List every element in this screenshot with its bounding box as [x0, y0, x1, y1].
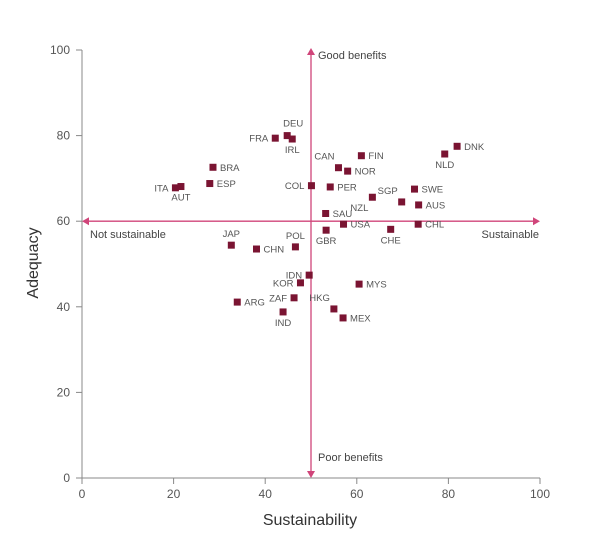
x-tick-label: 80: [442, 487, 456, 501]
point-jap: [227, 241, 235, 249]
point-per: [326, 183, 334, 191]
point-label-fra: FRA: [249, 134, 269, 145]
x-tick-label: 100: [530, 487, 550, 501]
point-usa: [340, 220, 348, 228]
point-label-nld: NLD: [435, 160, 454, 171]
point-bra: [209, 163, 217, 171]
y-tick-label: 20: [57, 385, 71, 399]
annotation-bottom: Poor benefits: [318, 452, 383, 464]
point-zaf: [290, 294, 298, 302]
point-pol: [291, 243, 299, 251]
point-deu: [283, 132, 291, 140]
point-label-can: CAN: [314, 152, 334, 163]
point-sau: [322, 209, 330, 217]
point-col: [307, 182, 315, 190]
point-label-esp: ESP: [217, 179, 236, 190]
point-label-ita: ITA: [154, 183, 169, 194]
arrow-down: [307, 471, 315, 478]
point-label-che: CHE: [381, 235, 401, 246]
point-label-mex: MEX: [350, 313, 371, 324]
point-kor: [296, 279, 304, 287]
point-irl: [288, 135, 296, 143]
point-can: [334, 164, 342, 172]
point-label-dnk: DNK: [464, 142, 485, 153]
point-label-pol: POL: [286, 231, 305, 242]
point-label-chn: CHN: [263, 245, 284, 256]
point-label-kor: KOR: [273, 278, 294, 289]
point-label-arg: ARG: [244, 298, 265, 309]
y-tick-label: 80: [57, 129, 71, 143]
point-label-aut: AUT: [171, 193, 190, 204]
point-label-sau: SAU: [333, 209, 353, 220]
point-dnk: [453, 142, 461, 150]
point-mex: [339, 314, 347, 322]
point-label-jap: JAP: [223, 229, 240, 240]
point-label-usa: USA: [351, 220, 371, 231]
annotation-left: Not sustainable: [90, 229, 166, 241]
x-tick-label: 40: [259, 487, 273, 501]
point-nld: [441, 150, 449, 158]
point-chl: [414, 220, 422, 228]
tick-labels: 0 20 40 60 80 100 0 20 40 60 80 100: [50, 43, 550, 501]
point-label-irl: IRL: [285, 145, 300, 156]
annotation-top: Good benefits: [318, 50, 387, 62]
point-fra: [271, 134, 279, 142]
point-aus: [415, 201, 423, 209]
arrow-left: [82, 217, 89, 226]
point-hkg: [330, 305, 338, 313]
point-sgp: [398, 198, 406, 206]
axes: [76, 49, 541, 484]
point-ind: [279, 308, 287, 316]
point-chn: [252, 245, 260, 253]
y-tick-label: 60: [57, 214, 71, 228]
point-fin: [357, 152, 365, 160]
x-axis-title: Sustainability: [263, 512, 357, 529]
point-label-swe: SWE: [422, 185, 444, 196]
arrow-right: [533, 217, 540, 226]
point-label-col: COL: [285, 181, 305, 192]
point-mys: [355, 280, 363, 288]
point-label-aus: AUS: [426, 200, 446, 211]
point-label-chl: CHL: [425, 220, 444, 231]
point-label-hkg: HKG: [309, 293, 330, 304]
point-label-nzl: NZL: [350, 203, 368, 214]
point-label-per: PER: [337, 182, 357, 193]
point-swe: [411, 185, 419, 193]
point-label-ind: IND: [275, 318, 292, 329]
point-label-deu: DEU: [283, 119, 303, 130]
x-tick-label: 20: [167, 487, 181, 501]
point-label-idn: IDN: [286, 271, 303, 282]
y-tick-label: 0: [63, 471, 70, 485]
crosshair: [82, 48, 540, 478]
point-arg: [233, 298, 241, 306]
arrow-up: [307, 48, 315, 55]
point-esp: [206, 180, 214, 188]
point-label-gbr: GBR: [316, 236, 337, 247]
point-label-bra: BRA: [220, 163, 240, 174]
point-label-sgp: SGP: [378, 186, 398, 197]
point-label-nor: NOR: [355, 167, 376, 178]
point-gbr: [322, 226, 330, 234]
x-tick-label: 0: [79, 487, 86, 501]
y-tick-label: 100: [50, 43, 70, 57]
annotation-right: Sustainable: [482, 229, 540, 241]
point-label-zaf: ZAF: [269, 293, 287, 304]
point-idn: [305, 271, 313, 279]
y-tick-label: 40: [57, 300, 71, 314]
point-nor: [344, 167, 352, 175]
point-label-mys: MYS: [366, 280, 387, 291]
point-ita: [171, 184, 179, 192]
point-aut: [177, 183, 185, 191]
point-nzl: [368, 193, 376, 201]
point-che: [387, 225, 395, 233]
point-label-fin: FIN: [368, 151, 383, 162]
x-tick-label: 60: [350, 487, 364, 501]
y-axis-title: Adequacy: [25, 227, 42, 298]
